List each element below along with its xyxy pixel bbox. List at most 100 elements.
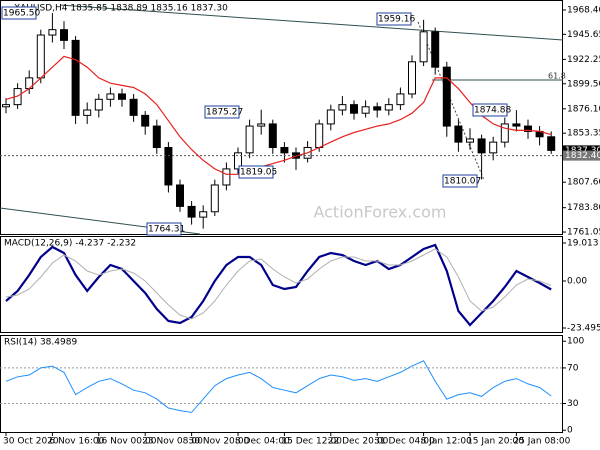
- x-tick-label: 15 Dec 12:00: [281, 437, 342, 447]
- rsi-title: RSI(14) 38.4989: [4, 338, 77, 348]
- candle-body: [164, 146, 173, 186]
- candle-body: [280, 146, 289, 154]
- rsi-panel: [0, 335, 563, 433]
- candle-body: [152, 125, 161, 148]
- y-tick-label: 0: [567, 426, 573, 436]
- moving-average: [5, 55, 552, 175]
- watermark: ActionForex.com: [313, 203, 446, 222]
- candle-body: [36, 34, 45, 79]
- candle-body: [373, 106, 382, 111]
- annotation: 1810.07: [444, 177, 481, 187]
- y-tick-label: 1922.25: [567, 55, 600, 65]
- annotation: 1965.50: [3, 9, 40, 19]
- x-tick-label: 8 Jan 12:00: [421, 437, 473, 447]
- candle-body: [326, 109, 335, 125]
- annotation: 1959.16: [378, 15, 415, 25]
- annotation: 1819.05: [240, 168, 277, 178]
- candle-body: [338, 104, 347, 111]
- annotation-box: [1, 6, 37, 20]
- candle-body: [234, 152, 242, 170]
- candle-body: [524, 125, 532, 132]
- y-tick-label: 0.00: [567, 277, 587, 287]
- candle-body: [83, 109, 92, 116]
- annotation-box: [146, 222, 182, 236]
- candle-body: [2, 104, 10, 108]
- candle-body: [408, 61, 416, 95]
- x-tick-label: 22 Dec 20:00: [328, 437, 389, 447]
- macd-panel: [0, 236, 563, 333]
- annotation-box: [204, 105, 240, 119]
- candle-body: [466, 138, 474, 143]
- y-tick-label: -23.495: [567, 323, 600, 333]
- candle-body: [245, 125, 254, 154]
- candle-body: [210, 184, 219, 213]
- x-tick-label: 15 Jan 20:00: [467, 437, 524, 447]
- candle-body: [187, 205, 196, 218]
- candle-body: [48, 29, 57, 36]
- candle-body: [222, 168, 231, 186]
- y-tick-label: 100: [567, 337, 584, 347]
- x-tick-label: 25 Jan 08:00: [513, 437, 570, 447]
- candle-body: [71, 39, 80, 116]
- chart-title: XAUUSD,H4 1835.85 1838.89 1835.16 1837.3…: [14, 4, 228, 14]
- y-tick-label: 19.013: [567, 238, 599, 248]
- x-tick-label: 31 Dec 04:00: [374, 437, 435, 447]
- y-tick-label: 1853.35: [567, 129, 600, 139]
- indicator-line: [5, 248, 552, 320]
- annotation: 1875.27: [206, 108, 243, 118]
- fib-line: [417, 21, 485, 181]
- macd-title: MACD(12,26,9) -4.237 -2.232: [4, 239, 136, 249]
- y-tick-label: 1783.80: [567, 203, 600, 213]
- y-tick-label: 70: [567, 363, 579, 373]
- price-tag: 1832.40: [565, 151, 600, 161]
- price-tag-box: [563, 145, 600, 156]
- candle-body: [176, 184, 184, 207]
- y-tick-label: 30: [567, 399, 579, 409]
- indicator-line: [5, 360, 552, 413]
- y-tick-label: 1968.40: [567, 5, 600, 15]
- y-tick-label: 1945.65: [567, 30, 600, 40]
- candle-body: [419, 31, 428, 63]
- y-tick-label: 1761.05: [567, 228, 600, 238]
- candle-body: [431, 31, 440, 68]
- y-tick-label: 1807.60: [567, 178, 600, 188]
- candle-body: [129, 98, 138, 116]
- candle-body: [315, 123, 324, 148]
- x-tick-label: 16 Nov 00:00: [96, 437, 157, 447]
- indicator-line: [5, 243, 552, 327]
- annotation: 1874.88: [474, 106, 511, 116]
- candle-body: [512, 123, 521, 127]
- candle-body: [477, 138, 486, 154]
- candle-body: [384, 104, 393, 111]
- candle-body: [199, 211, 208, 218]
- candle-body: [547, 136, 556, 151]
- candle-body: [268, 123, 277, 148]
- price-tag-box: [563, 150, 600, 161]
- candle-body: [442, 66, 451, 127]
- price-panel: [0, 0, 563, 235]
- candle-body: [118, 93, 126, 100]
- trendline: [59, 4, 564, 41]
- annotation-box: [472, 103, 508, 117]
- candle-body: [257, 123, 266, 127]
- y-tick-label: 1899.50: [567, 79, 600, 89]
- x-tick-label: 30 Oct 2020: [3, 437, 59, 447]
- y-tick-label: 1876.10: [567, 104, 600, 114]
- candle-body: [489, 141, 498, 154]
- candle-body: [454, 125, 463, 143]
- x-tick-label: 8 Dec 04:00: [235, 437, 290, 447]
- candle-body: [60, 29, 68, 41]
- annotation: 61.8: [548, 72, 566, 81]
- annotation-box: [376, 12, 412, 26]
- annotation: 1764.31: [148, 225, 185, 235]
- candle-body: [106, 93, 115, 100]
- candle-body: [500, 123, 509, 143]
- annotation-box: [442, 174, 478, 188]
- x-tick-label: 23 Nov 08:00: [142, 437, 203, 447]
- candle-body: [141, 114, 150, 127]
- annotation-box: [238, 165, 274, 179]
- x-tick-label: 6 Nov 16:00: [49, 437, 104, 447]
- x-tick-label: 30 Nov 20:00: [189, 437, 250, 447]
- candle-body: [361, 106, 370, 114]
